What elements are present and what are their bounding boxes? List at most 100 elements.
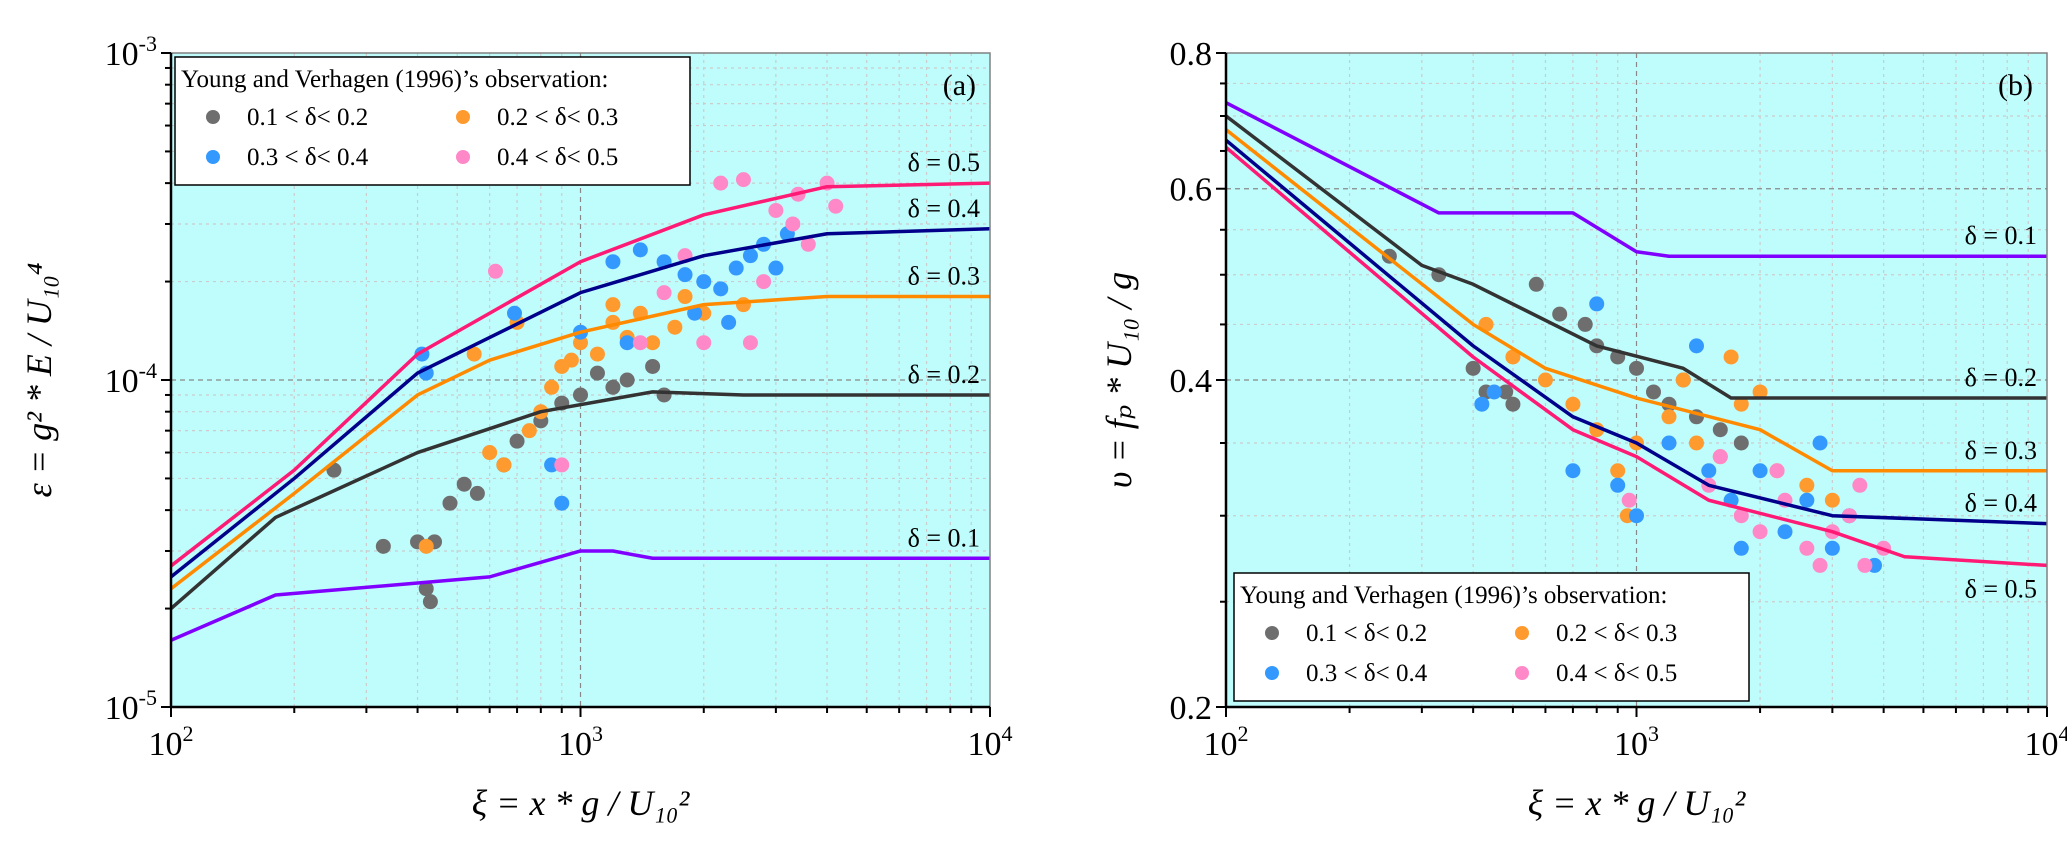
x-axis-label: ξ = x * g / U₁₀² (472, 783, 691, 823)
tick-base: 10 (2025, 726, 2059, 763)
data-point (418, 581, 434, 597)
legend-entry: 0.2 < δ< 0.3 (497, 104, 618, 131)
tick-base: 0.6 (1170, 172, 1213, 209)
legend-marker (1265, 626, 1279, 640)
x-tick-label: 104 (2025, 721, 2067, 763)
data-point (735, 297, 751, 313)
y-tick-label: 0.2 (1170, 690, 1213, 727)
data-point (1498, 384, 1514, 400)
data-point (1688, 338, 1704, 354)
data-point (656, 285, 672, 301)
data-point (1577, 316, 1593, 332)
data-point (487, 263, 503, 279)
y-axis-label: υ = fₚ * U₁₀ / g (1099, 272, 1139, 488)
y-axis-label: ε = g² * E / U₁₀⁴ (19, 263, 59, 498)
data-point (1645, 384, 1661, 400)
data-point (1621, 492, 1637, 508)
data-point (509, 433, 525, 449)
data-point (1799, 477, 1815, 493)
tick-base: 10 (149, 726, 183, 763)
data-point (768, 202, 784, 218)
y-tick-label: 10-4 (105, 358, 157, 400)
tick-base: 10 (105, 363, 139, 400)
data-point (713, 281, 729, 297)
x-tick-label: 103 (1614, 721, 1659, 763)
y-tick-label: 0.4 (1170, 363, 1213, 400)
data-point (1777, 524, 1793, 540)
data-point (1733, 396, 1749, 412)
y-tick-label: 10-5 (105, 685, 157, 727)
legend-entry: 0.1 < δ< 0.2 (247, 104, 368, 131)
data-point (605, 297, 621, 313)
data-point (1733, 540, 1749, 556)
data-point (1528, 276, 1544, 292)
data-point (375, 538, 391, 554)
y-tick-label: 0.6 (1170, 172, 1213, 209)
y-tick-label: 0.8 (1170, 36, 1213, 73)
panel-label: (b) (1998, 69, 2033, 102)
data-point (1537, 372, 1553, 388)
data-point (728, 260, 744, 276)
legend: Young and Verhagen (1996)’s observation:… (174, 56, 691, 186)
data-point (573, 387, 588, 403)
data-point (1688, 435, 1704, 451)
data-point (1465, 360, 1481, 376)
data-point (1675, 372, 1691, 388)
data-point (619, 372, 635, 388)
data-point (589, 365, 605, 381)
y-tick-label: 10-3 (105, 31, 157, 73)
data-point (721, 314, 737, 330)
data-point (632, 335, 648, 351)
data-point (800, 236, 816, 252)
data-point (785, 216, 801, 232)
line-delta-0.2 (1224, 114, 2047, 400)
data-point (735, 172, 751, 188)
data-point (1610, 477, 1626, 493)
x-tick-label: 102 (149, 721, 194, 763)
scatter-series-3 (414, 226, 795, 511)
data-point (1589, 296, 1605, 312)
legend-title: Young and Verhagen (1996)’s observation: (1240, 582, 1668, 609)
data-point (469, 485, 485, 501)
legend-marker (1265, 666, 1279, 680)
line-label: δ = 0.1 (1965, 221, 2037, 250)
data-point (1824, 540, 1840, 556)
data-point (1712, 422, 1728, 438)
tick-exp: 3 (592, 721, 603, 746)
data-point (1712, 449, 1728, 465)
data-point (456, 476, 472, 492)
x-axis-label: ξ = x * g / U₁₀² (1528, 783, 1747, 823)
tick-base: 10 (105, 36, 139, 73)
tick-base: 10 (105, 690, 139, 727)
data-point (573, 335, 588, 351)
legend-entry: 0.3 < δ< 0.4 (247, 144, 369, 171)
data-point (1824, 492, 1840, 508)
tick-exp: 4 (1002, 721, 1013, 746)
tick-exp: 4 (2059, 721, 2067, 746)
line-label: δ = 0.5 (908, 148, 980, 177)
line-delta-0.5 (1224, 146, 2048, 568)
data-point (632, 242, 648, 258)
legend-marker (1515, 626, 1529, 640)
line-label: δ = 0.1 (908, 523, 980, 552)
x-tick-label: 102 (1204, 721, 1249, 763)
legend-marker (456, 150, 470, 164)
data-point (1661, 409, 1677, 425)
data-point (1486, 384, 1502, 400)
data-point (1565, 396, 1581, 412)
data-point (645, 335, 661, 351)
tick-base: 0.2 (1170, 690, 1213, 727)
data-point (1857, 557, 1873, 573)
data-point (1629, 508, 1644, 524)
data-point (677, 267, 693, 283)
data-point (1812, 435, 1828, 451)
data-point (554, 457, 570, 473)
data-point (1610, 463, 1626, 479)
tick-exp: 3 (1648, 721, 1659, 746)
data-point (768, 260, 784, 276)
data-point (605, 254, 621, 270)
data-point (687, 305, 703, 321)
tick-exp: -4 (139, 358, 157, 383)
tick-exp: 2 (183, 721, 194, 746)
